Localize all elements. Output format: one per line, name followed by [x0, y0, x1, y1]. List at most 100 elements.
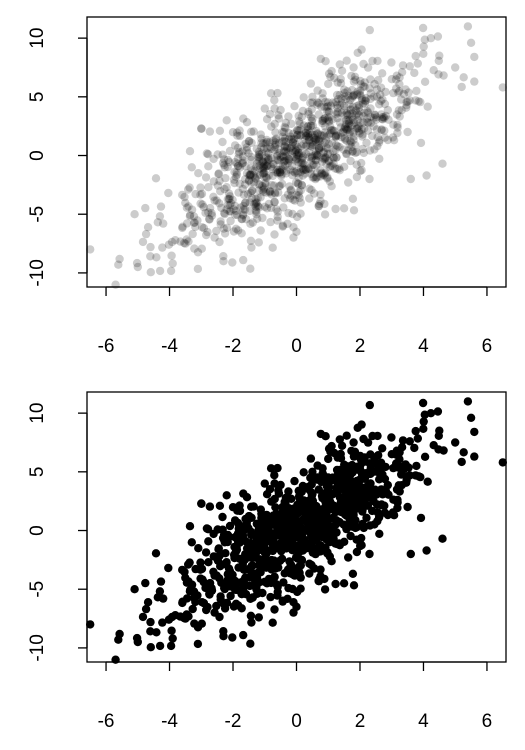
data-point: [219, 632, 228, 641]
data-point: [326, 101, 336, 110]
data-point: [220, 229, 230, 238]
data-point: [167, 251, 176, 260]
data-point: [377, 126, 386, 135]
scatter-panel-bottom: -6 -4 -2 0 2 4 6 -10 -5 0 5 10: [27, 391, 507, 732]
data-point: [197, 124, 206, 133]
data-point: [354, 122, 363, 131]
data-point: [352, 172, 362, 182]
data-point: [218, 533, 228, 543]
data-point: [305, 569, 314, 578]
data-point: [317, 168, 326, 178]
data-point: [336, 454, 346, 463]
data-point: [241, 198, 250, 207]
data-point: [349, 132, 358, 141]
data-point: [197, 564, 207, 574]
data-point: [273, 212, 282, 222]
data-point: [307, 157, 316, 166]
data-point: [357, 125, 366, 134]
data-point: [435, 426, 444, 435]
data-point: [294, 501, 303, 510]
data-point: [188, 229, 197, 239]
data-point: [255, 170, 265, 179]
data-point: [323, 174, 332, 183]
data-point: [292, 529, 302, 538]
data-point: [318, 131, 327, 141]
data-point: [333, 78, 342, 87]
data-point: [239, 205, 248, 214]
data-point: [296, 131, 305, 140]
data-point: [353, 109, 362, 118]
data-point: [320, 128, 330, 137]
data-point: [196, 183, 205, 192]
data-point: [341, 470, 350, 479]
data-point: [389, 136, 399, 145]
data-point: [389, 495, 398, 504]
data-point: [258, 213, 267, 223]
data-point: [288, 513, 298, 522]
data-point: [345, 490, 354, 500]
data-point: [344, 119, 354, 128]
data-point: [402, 103, 411, 112]
data-point: [294, 179, 303, 188]
data-point: [332, 131, 341, 140]
data-point: [216, 187, 225, 196]
data-point: [292, 154, 302, 163]
data-point: [307, 153, 316, 163]
data-point: [423, 102, 432, 111]
data-point: [466, 38, 476, 47]
data-point: [310, 189, 319, 198]
data-point: [402, 97, 411, 107]
data-point: [329, 153, 338, 163]
data-point: [325, 157, 334, 166]
data-point: [290, 476, 299, 486]
data-point: [223, 155, 233, 165]
data-point: [457, 82, 466, 92]
data-point: [280, 194, 289, 203]
data-point: [180, 567, 189, 577]
data-point: [260, 202, 269, 211]
data-point: [294, 562, 303, 571]
data-point: [274, 182, 284, 191]
data-point: [321, 168, 330, 177]
data-point: [247, 502, 256, 511]
data-point: [262, 490, 272, 499]
data-point: [366, 112, 375, 122]
data-point: [345, 515, 354, 524]
data-point: [299, 165, 309, 174]
data-point: [295, 119, 304, 129]
data-point: [247, 186, 256, 196]
data-point: [324, 117, 334, 126]
data-point: [337, 128, 346, 137]
data-point: [296, 164, 306, 173]
data-point: [286, 560, 296, 569]
data-point: [204, 583, 213, 592]
data-point: [289, 233, 298, 242]
data-point: [498, 83, 507, 92]
data-point: [194, 544, 203, 553]
data-point: [331, 131, 340, 141]
data-point: [360, 82, 369, 91]
data-point: [377, 110, 386, 119]
data-point: [141, 203, 150, 213]
data-point: [272, 152, 282, 161]
data-point: [203, 150, 213, 159]
data-point: [238, 159, 247, 168]
data-point: [378, 488, 387, 497]
data-point: [366, 104, 375, 113]
data-point: [357, 533, 366, 543]
data-point: [164, 188, 173, 198]
data-point: [199, 598, 209, 608]
data-point: [294, 126, 303, 135]
data-point: [344, 125, 353, 134]
data-point: [262, 137, 271, 147]
data-point: [143, 223, 153, 232]
data-point: [345, 129, 354, 138]
data-point: [375, 136, 384, 145]
data-point: [332, 108, 341, 117]
data-point: [302, 141, 311, 150]
data-point: [300, 160, 309, 169]
data-point: [216, 562, 225, 571]
data-point: [268, 165, 277, 174]
data-point: [255, 180, 264, 189]
data-point: [158, 618, 167, 627]
